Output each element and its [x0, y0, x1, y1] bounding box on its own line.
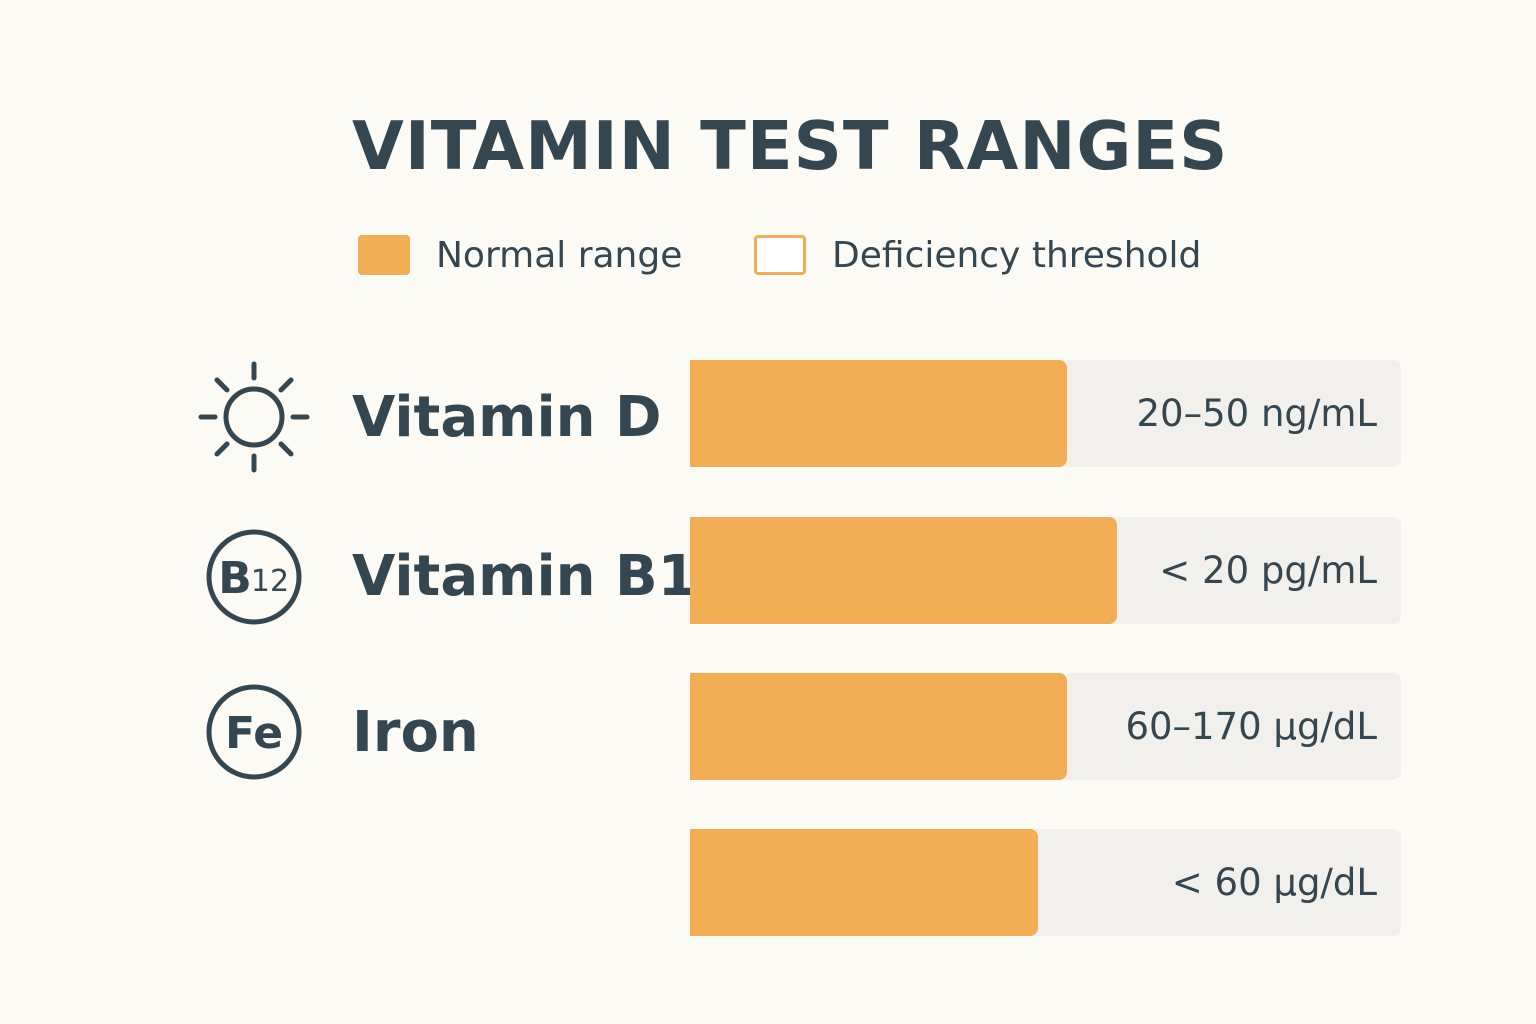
chart-title: VITAMIN TEST RANGES	[352, 107, 1229, 185]
row-label-vitamin-b12: Vitamin B12	[352, 544, 736, 609]
b12-icon: B 12	[198, 521, 310, 633]
svg-text:Fe: Fe	[225, 708, 283, 759]
bar-fill	[690, 517, 1117, 624]
bar-track: 60–170 µg/dL	[690, 673, 1401, 780]
bar-track: < 60 µg/dL	[690, 829, 1401, 936]
legend-label-deficiency: Deficiency threshold	[832, 234, 1202, 276]
svg-text:12: 12	[251, 564, 289, 599]
bar-track: 20–50 ng/mL	[690, 360, 1401, 467]
bar-fill	[690, 360, 1067, 467]
bar-value-label: < 20 pg/mL	[1159, 549, 1377, 592]
svg-text:B: B	[218, 553, 252, 604]
legend-swatch-deficiency	[754, 235, 806, 275]
bar-value-label: < 60 µg/dL	[1171, 861, 1377, 904]
bar-fill	[690, 673, 1067, 780]
sun-icon	[198, 361, 310, 473]
bar-value-label: 20–50 ng/mL	[1136, 392, 1377, 435]
bar-value-label: 60–170 µg/dL	[1125, 705, 1377, 748]
legend-label-normal: Normal range	[436, 234, 683, 276]
legend-item-deficiency-threshold: Deficiency threshold	[754, 232, 1201, 278]
legend-item-normal-range: Normal range	[358, 232, 682, 278]
bar-fill	[690, 829, 1039, 936]
row-label-iron: Iron	[352, 700, 479, 765]
iron-fe-icon: Fe	[198, 676, 310, 788]
row-label-vitamin-d: Vitamin D	[352, 385, 662, 450]
bar-track: < 20 pg/mL	[690, 517, 1401, 624]
legend-swatch-normal	[358, 235, 410, 275]
